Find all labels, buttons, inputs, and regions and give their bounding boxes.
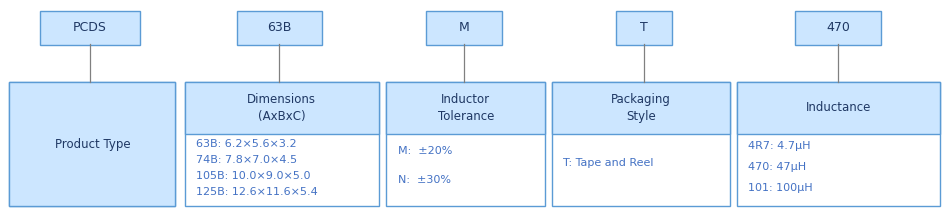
Text: 105B: 10.0×9.0×5.0: 105B: 10.0×9.0×5.0 xyxy=(196,171,311,181)
Bar xyxy=(9,82,175,206)
Bar xyxy=(737,82,940,134)
Bar xyxy=(185,82,379,134)
Text: Inductor
Tolerance: Inductor Tolerance xyxy=(438,93,494,123)
Bar xyxy=(552,82,730,134)
Bar xyxy=(9,82,175,206)
Text: Inductance: Inductance xyxy=(806,101,871,114)
Text: 63B: 63B xyxy=(267,22,292,34)
Bar xyxy=(386,82,545,134)
Bar xyxy=(185,82,379,206)
Text: 63B: 6.2×5.6×3.2: 63B: 6.2×5.6×3.2 xyxy=(196,139,296,149)
Bar xyxy=(737,82,940,206)
Text: Packaging
Style: Packaging Style xyxy=(611,93,671,123)
Bar xyxy=(616,11,672,45)
Bar xyxy=(552,82,730,206)
Text: N:  ±30%: N: ±30% xyxy=(398,175,451,185)
Text: 101: 100μH: 101: 100μH xyxy=(748,183,813,193)
Bar xyxy=(795,11,881,45)
Text: 470: 470 xyxy=(826,22,850,34)
Text: 470: 47μH: 470: 47μH xyxy=(748,162,806,172)
Bar xyxy=(426,11,502,45)
Bar xyxy=(237,11,322,45)
Text: T: T xyxy=(640,22,648,34)
Text: PCDS: PCDS xyxy=(73,22,107,34)
Text: Dimensions
(AxBxC): Dimensions (AxBxC) xyxy=(247,93,316,123)
Text: 125B: 12.6×11.6×5.4: 125B: 12.6×11.6×5.4 xyxy=(196,187,318,197)
Text: M: M xyxy=(458,22,470,34)
Bar xyxy=(386,82,545,206)
Text: 74B: 7.8×7.0×4.5: 74B: 7.8×7.0×4.5 xyxy=(196,155,297,165)
Text: 4R7: 4.7μH: 4R7: 4.7μH xyxy=(748,141,811,152)
Text: T: Tape and Reel: T: Tape and Reel xyxy=(563,158,654,168)
Text: M:  ±20%: M: ±20% xyxy=(398,146,452,157)
Text: Product Type: Product Type xyxy=(55,138,130,150)
Bar xyxy=(41,11,140,45)
